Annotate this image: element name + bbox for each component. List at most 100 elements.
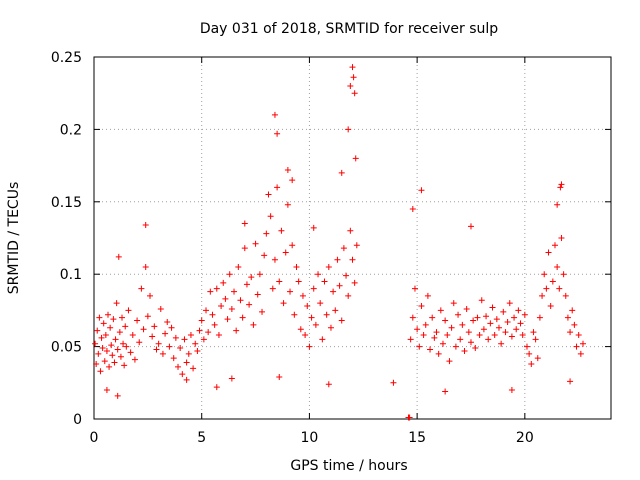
data-point <box>317 300 324 307</box>
data-point <box>545 249 552 256</box>
data-point <box>162 330 169 337</box>
data-point <box>420 332 427 339</box>
data-point <box>211 321 218 328</box>
data-point <box>517 320 524 327</box>
data-point <box>125 307 132 314</box>
data-point <box>448 324 455 331</box>
data-point <box>280 300 287 307</box>
data-point <box>168 324 175 331</box>
data-point <box>190 365 197 372</box>
data-point <box>142 221 149 228</box>
data-point <box>579 340 586 347</box>
data-point <box>556 285 563 292</box>
data-point <box>108 342 115 349</box>
data-point <box>106 363 113 370</box>
data-point <box>411 285 418 292</box>
data-point <box>213 384 220 391</box>
data-point <box>220 279 227 286</box>
data-point <box>250 321 257 328</box>
data-point <box>347 227 354 234</box>
data-point <box>429 314 436 321</box>
data-point <box>493 316 500 323</box>
data-point <box>523 343 530 350</box>
data-point <box>237 297 244 304</box>
data-point <box>352 155 359 162</box>
data-point <box>407 336 414 343</box>
data-point <box>569 307 576 314</box>
y-tick-label: 0.15 <box>51 195 82 211</box>
data-point <box>431 334 438 341</box>
data-point <box>149 333 156 340</box>
data-point <box>252 240 259 247</box>
data-point <box>147 292 154 299</box>
data-point <box>433 329 440 336</box>
data-point <box>498 340 505 347</box>
data-point <box>185 350 192 357</box>
data-point <box>297 326 304 333</box>
data-point <box>455 311 462 318</box>
data-point <box>246 301 253 308</box>
data-point <box>271 111 278 118</box>
data-point <box>495 324 502 331</box>
data-point <box>243 281 250 288</box>
grid <box>94 57 611 419</box>
data-point <box>112 336 119 343</box>
data-point <box>515 307 522 314</box>
data-point <box>302 332 309 339</box>
data-point <box>414 326 421 333</box>
data-point <box>110 316 117 323</box>
data-point <box>327 324 334 331</box>
data-point <box>564 314 571 321</box>
data-point <box>278 227 285 234</box>
data-point <box>554 201 561 208</box>
data-point <box>567 378 574 385</box>
data-point <box>532 336 539 343</box>
data-point <box>233 327 240 334</box>
data-point <box>151 323 158 330</box>
x-tick-label: 15 <box>408 430 426 446</box>
data-point <box>157 305 164 312</box>
data-point <box>334 256 341 263</box>
data-point <box>310 224 317 231</box>
data-point <box>289 177 296 184</box>
data-point <box>478 297 485 304</box>
data-point <box>315 271 322 278</box>
data-point <box>116 329 123 336</box>
data-point <box>351 90 358 97</box>
data-point <box>93 360 100 367</box>
data-point <box>406 414 413 421</box>
data-point <box>536 314 543 321</box>
data-point <box>140 326 147 333</box>
data-point <box>349 64 356 71</box>
plot-frame <box>93 56 612 420</box>
data-point <box>113 300 120 307</box>
data-point <box>109 352 116 359</box>
data-point <box>263 230 270 237</box>
data-point <box>183 359 190 366</box>
data-point <box>577 350 584 357</box>
data-point <box>183 376 190 383</box>
data-point <box>136 339 143 346</box>
data-point <box>319 336 326 343</box>
data-point <box>115 253 122 260</box>
data-point <box>99 345 106 352</box>
data-point <box>101 358 108 365</box>
data-point <box>120 340 127 347</box>
data-point <box>530 329 537 336</box>
data-point <box>345 126 352 133</box>
data-point <box>274 130 281 137</box>
data-point <box>198 317 205 324</box>
data-point <box>105 311 112 318</box>
data-point <box>347 82 354 89</box>
data-point <box>291 311 298 318</box>
data-point <box>418 187 425 194</box>
data-point <box>474 314 481 321</box>
data-point <box>103 387 110 394</box>
data-point <box>248 274 255 281</box>
y-tick-label: 0 <box>73 412 82 428</box>
data-point <box>416 343 423 350</box>
data-point <box>549 278 556 285</box>
data-point <box>241 220 248 227</box>
data-point <box>138 285 145 292</box>
y-tick-label: 0.1 <box>60 267 82 283</box>
